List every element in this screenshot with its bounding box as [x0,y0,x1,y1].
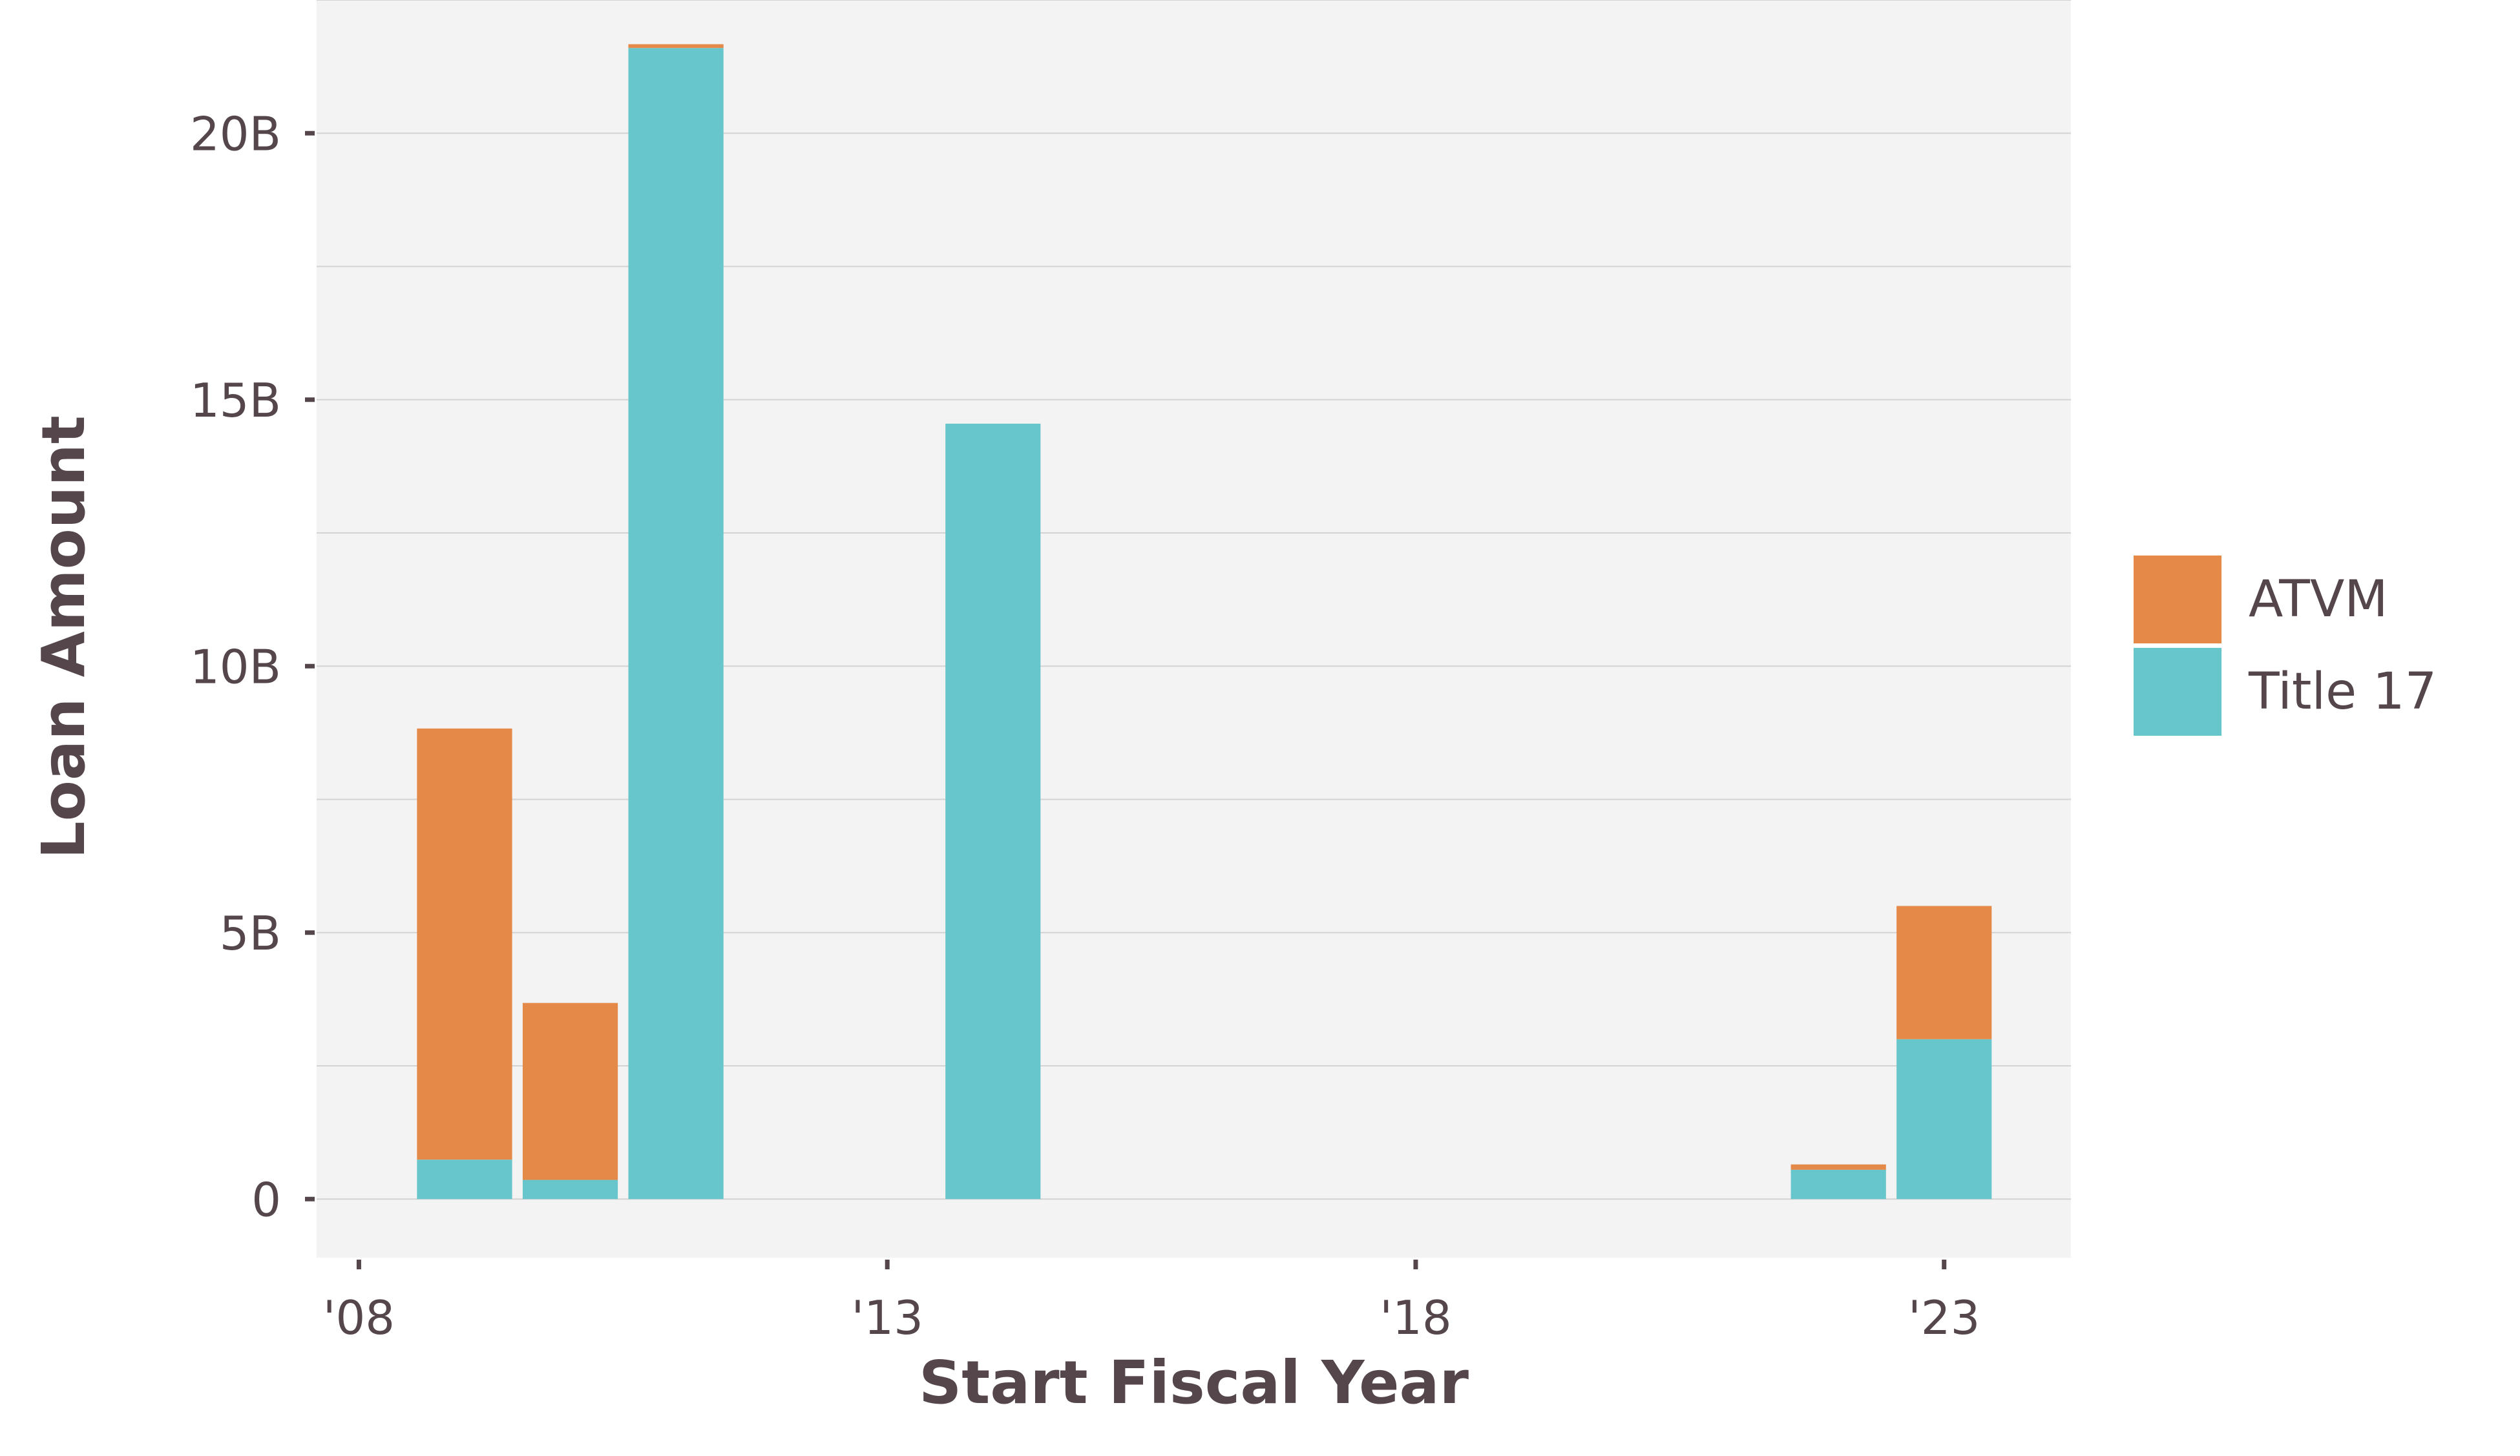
x-tick-label: '08 [323,1291,395,1345]
y-tick-label: 0 [251,1172,281,1227]
bar-title-17-2011 [628,48,724,1200]
y-tick-label: 10B [190,640,281,694]
bar-title-17-2009 [417,1160,512,1200]
legend-swatch-atvm [2131,553,2224,646]
bar-atvm-2010 [522,1003,618,1180]
legend-label-atvm: ATVM [2249,570,2388,629]
bar-title-17-2014 [945,423,1041,1200]
bars [417,44,1992,1200]
x-tick-label: '13 [851,1291,923,1345]
bar-atvm-2011 [628,44,724,48]
y-tick-label: 5B [220,906,281,961]
x-tick-label: '23 [1908,1291,1980,1345]
y-axis-title: Loan Amount [29,415,98,859]
legend-label-title-17: Title 17 [2248,663,2437,721]
y-tick-label: 20B [190,107,281,161]
axes: 0 5B 10B 15B 20B '08 '13 '18 '23 [190,107,1980,1345]
bar-atvm-2022 [1790,1164,1886,1170]
x-axis-title: Start Fiscal Year [919,1348,1469,1417]
bar-title-17-2023 [1896,1039,1992,1200]
x-tick-label: '18 [1380,1291,1451,1345]
bar-atvm-2023 [1896,906,1992,1039]
bar-title-17-2022 [1790,1169,1886,1200]
bar-title-17-2010 [522,1180,618,1200]
y-tick-label: 15B [190,373,281,428]
bar-atvm-2009 [417,728,512,1160]
legend: ATVM Title 17 [2131,553,2437,738]
legend-swatch-title-17 [2131,645,2224,738]
